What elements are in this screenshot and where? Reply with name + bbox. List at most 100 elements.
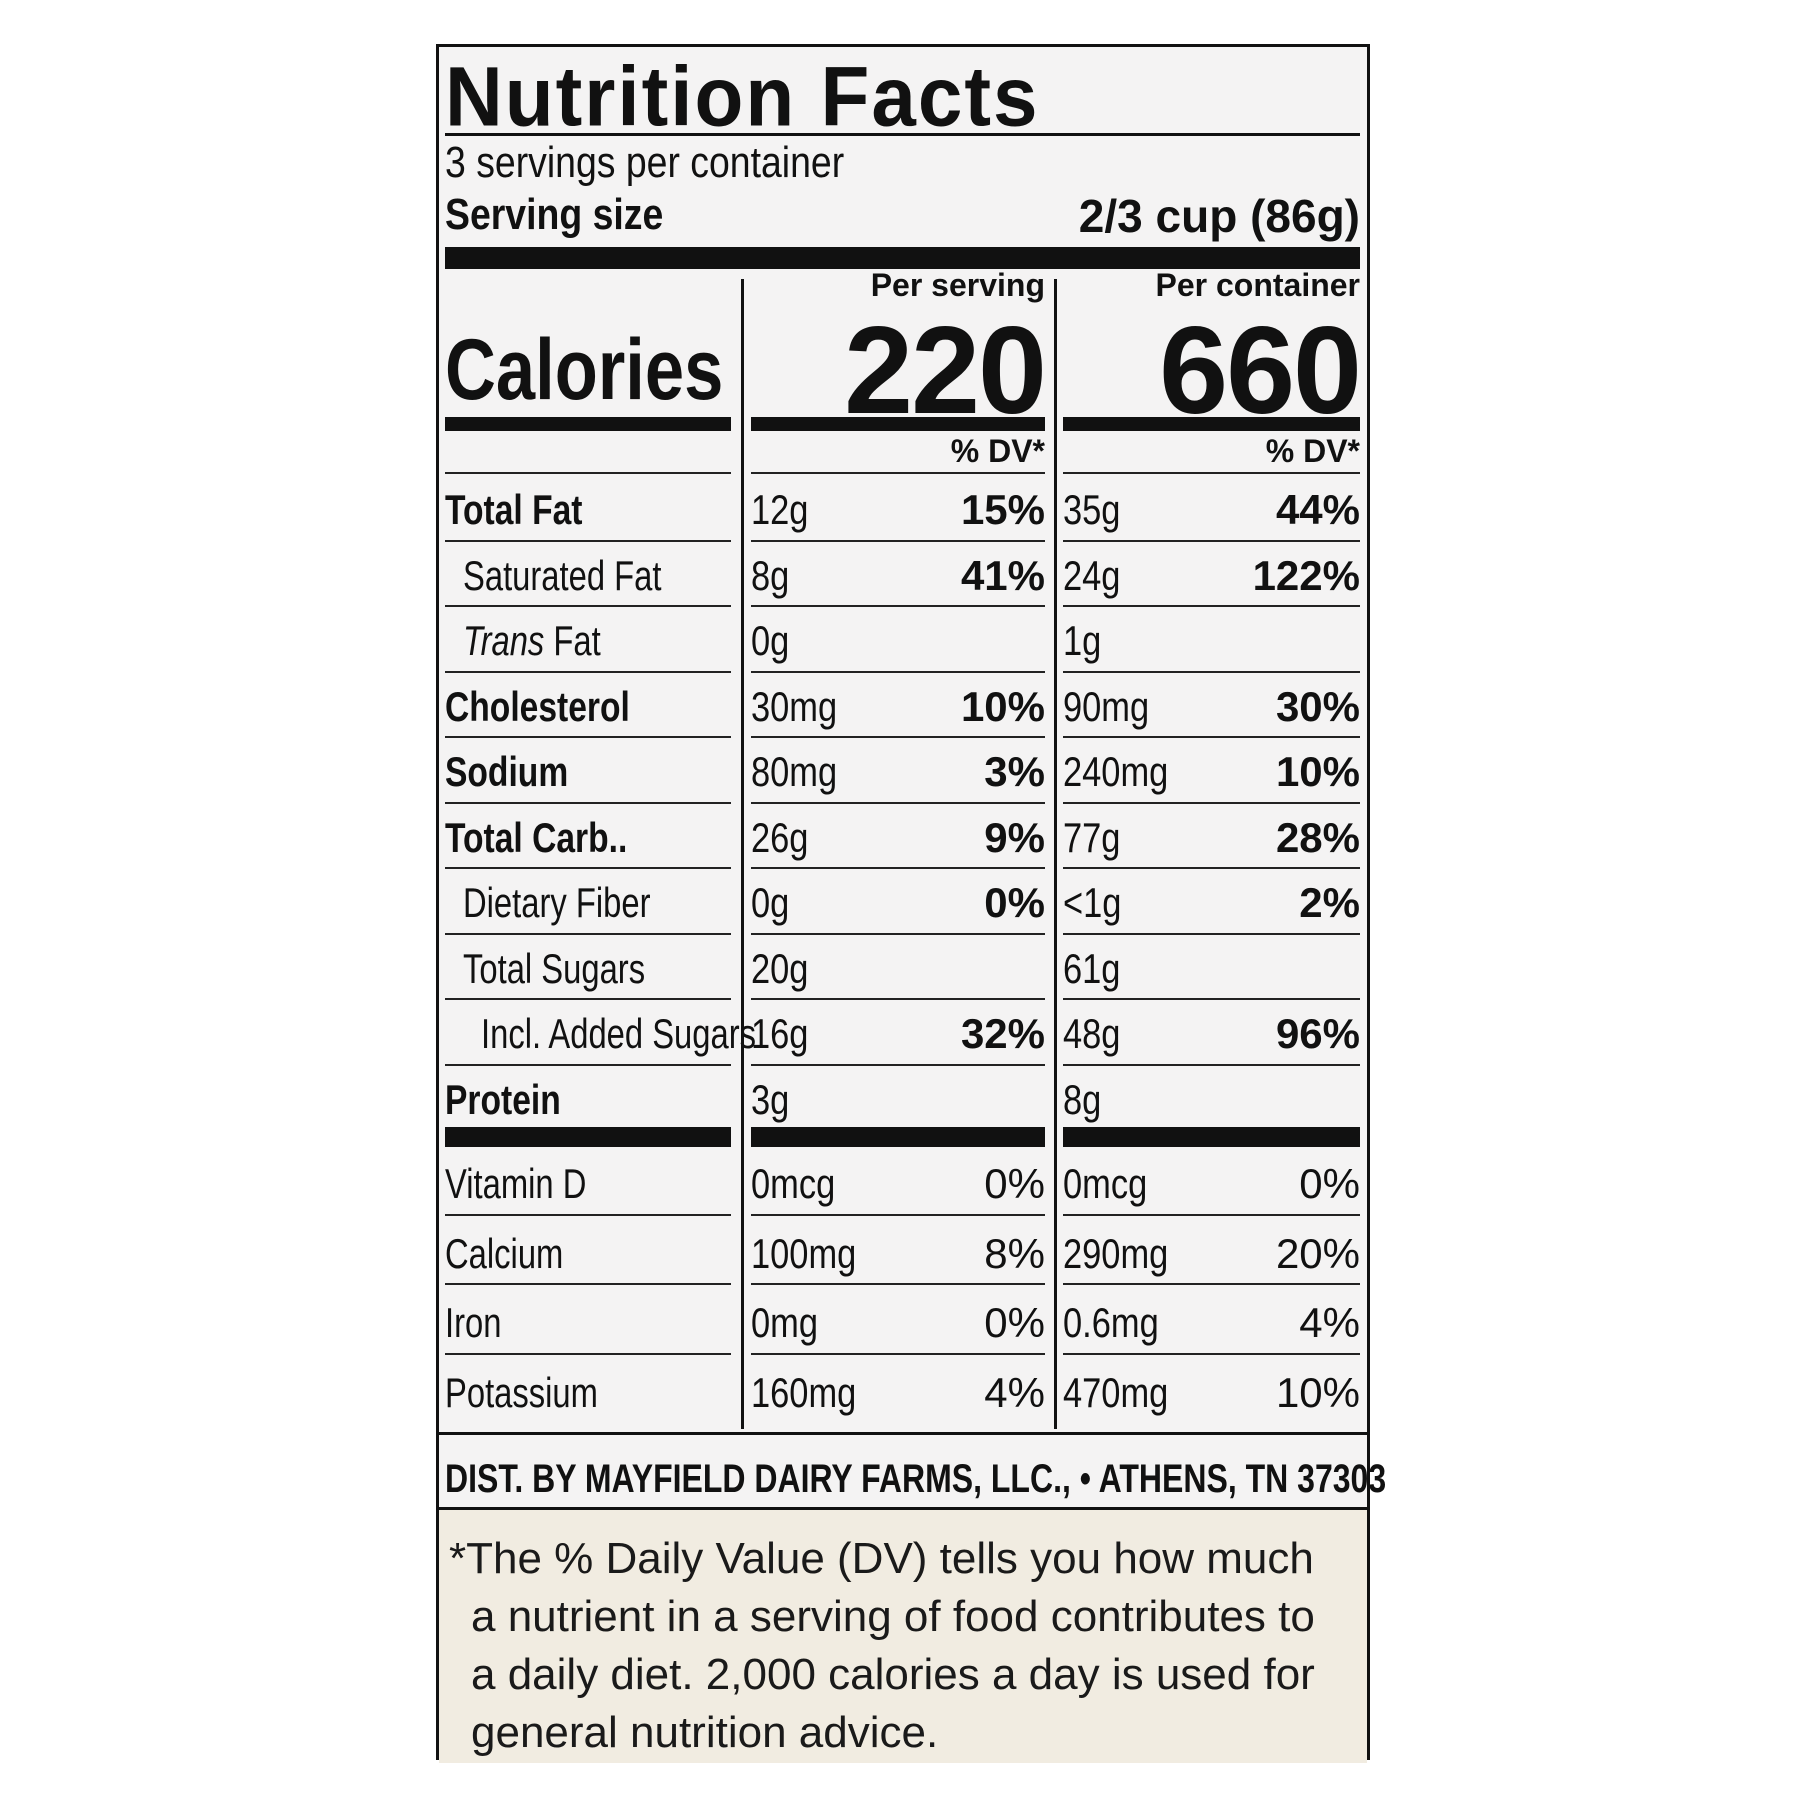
dv-header-container: % DV* bbox=[1265, 433, 1360, 469]
footnote-line: general nutrition advice. bbox=[471, 1708, 939, 1757]
row-rule bbox=[445, 1063, 731, 1066]
serving-dv: 9% bbox=[984, 813, 1045, 861]
nutrient-name: Calcium bbox=[445, 1229, 564, 1277]
container-amount: 470mg bbox=[1063, 1368, 1169, 1416]
row-rule bbox=[445, 670, 731, 673]
calories-label: Calories bbox=[445, 322, 724, 418]
row-rule bbox=[751, 539, 1045, 542]
row-rule bbox=[445, 472, 731, 474]
per-container-header: Per container bbox=[1155, 267, 1360, 303]
serving-dv: 0% bbox=[984, 879, 1045, 926]
row-rule bbox=[445, 1352, 731, 1355]
row-rule bbox=[751, 472, 1045, 474]
serving-amount: 20g bbox=[751, 944, 809, 992]
container-amount: 61g bbox=[1063, 944, 1121, 992]
nutrient-name: Iron bbox=[445, 1299, 502, 1346]
per-serving-header: Per serving bbox=[870, 267, 1045, 303]
serving-dv: 0% bbox=[984, 1299, 1045, 1346]
container-amount: 77g bbox=[1063, 813, 1121, 861]
nutrient-name: Total Carb.. bbox=[445, 813, 628, 861]
container-dv: 44% bbox=[1275, 486, 1360, 533]
dv-header-serving: % DV* bbox=[950, 433, 1045, 469]
vitamin-rule-label bbox=[445, 1127, 731, 1147]
container-amount: 90mg bbox=[1063, 682, 1150, 730]
column-divider-2 bbox=[1054, 279, 1057, 1429]
container-amount: 240mg bbox=[1063, 748, 1169, 795]
serving-amount: 12g bbox=[751, 486, 809, 533]
nutrient-name: Vitamin D bbox=[445, 1160, 587, 1207]
serving-thick-rule bbox=[445, 247, 1360, 269]
container-dv: 10% bbox=[1275, 1368, 1360, 1416]
container-amount: 48g bbox=[1063, 1010, 1121, 1057]
nutrient-name: Sodium bbox=[445, 748, 569, 795]
serving-amount: 26g bbox=[751, 813, 809, 861]
serving-size-value: 2/3 cup (86g) bbox=[1078, 190, 1360, 242]
container-dv: 4% bbox=[1299, 1299, 1360, 1346]
row-rule bbox=[751, 605, 1045, 607]
serving-dv: 15% bbox=[960, 486, 1045, 533]
servings-per-container: 3 servings per container bbox=[445, 138, 845, 187]
serving-dv: 0% bbox=[984, 1160, 1045, 1207]
serving-dv: 4% bbox=[984, 1368, 1045, 1416]
row-rule bbox=[445, 605, 731, 607]
container-amount: 24g bbox=[1063, 551, 1121, 599]
serving-amount: 0g bbox=[751, 617, 790, 664]
calories-per-serving: 220 bbox=[844, 302, 1047, 440]
vitamin-rule-serving bbox=[751, 1127, 1045, 1147]
row-rule bbox=[1063, 932, 1360, 935]
nutrient-name: Potassium bbox=[445, 1368, 598, 1416]
serving-amount: 160mg bbox=[751, 1368, 857, 1416]
serving-dv: 10% bbox=[960, 682, 1045, 730]
row-rule bbox=[445, 801, 731, 804]
footnote-line: *The % Daily Value (DV) tells you how mu… bbox=[449, 1534, 1314, 1583]
distributor-top-rule bbox=[439, 1432, 1367, 1435]
serving-amount: 8g bbox=[751, 551, 790, 599]
container-dv: 122% bbox=[1252, 551, 1360, 599]
row-rule bbox=[1063, 801, 1360, 804]
row-rule bbox=[1063, 1283, 1360, 1285]
row-rule bbox=[445, 867, 731, 869]
nutrient-name: Cholesterol bbox=[445, 682, 630, 730]
container-amount: 1g bbox=[1063, 617, 1102, 664]
nutrient-name: Total Sugars bbox=[463, 944, 646, 992]
calories-per-container: 660 bbox=[1159, 302, 1362, 440]
serving-size-label: Serving size bbox=[445, 190, 664, 239]
nutrient-name: Dietary Fiber bbox=[463, 879, 651, 926]
calories-rule-container bbox=[1063, 417, 1360, 431]
row-rule bbox=[1063, 605, 1360, 607]
serving-dv: 8% bbox=[984, 1229, 1045, 1277]
row-rule bbox=[751, 736, 1045, 738]
row-rule bbox=[1063, 472, 1360, 474]
row-rule bbox=[751, 1213, 1045, 1216]
nutrient-name: Total Fat bbox=[445, 486, 583, 533]
row-rule bbox=[1063, 867, 1360, 869]
container-dv: 30% bbox=[1275, 682, 1360, 730]
calories-rule-label bbox=[445, 417, 731, 431]
row-rule bbox=[445, 539, 731, 542]
serving-amount: 80mg bbox=[751, 748, 838, 795]
serving-amount: 3g bbox=[751, 1075, 790, 1123]
row-rule bbox=[1063, 736, 1360, 738]
footnote-text: *The % Daily Value (DV) tells you how mu… bbox=[449, 1530, 1349, 1762]
container-dv: 2% bbox=[1299, 879, 1360, 926]
container-amount: 0.6mg bbox=[1063, 1299, 1159, 1346]
container-amount: 290mg bbox=[1063, 1229, 1169, 1277]
row-rule bbox=[751, 670, 1045, 673]
calories-rule-serving bbox=[751, 417, 1045, 431]
distributor-line: DIST. BY MAYFIELD DAIRY FARMS, LLC., • A… bbox=[445, 1457, 1387, 1501]
container-amount: <1g bbox=[1063, 879, 1122, 926]
serving-amount: 30mg bbox=[751, 682, 838, 730]
label-title: Nutrition Facts bbox=[445, 49, 1040, 144]
row-rule bbox=[751, 867, 1045, 869]
container-amount: 8g bbox=[1063, 1075, 1102, 1123]
title-rule bbox=[445, 133, 1360, 136]
container-dv: 28% bbox=[1275, 813, 1360, 861]
row-rule bbox=[751, 1063, 1045, 1066]
daily-value-footnote: *The % Daily Value (DV) tells you how mu… bbox=[439, 1507, 1367, 1763]
footnote-line: a daily diet. 2,000 calories a day is us… bbox=[471, 1650, 1315, 1699]
row-rule bbox=[751, 998, 1045, 1000]
row-rule bbox=[1063, 1063, 1360, 1066]
row-rule bbox=[445, 1283, 731, 1285]
row-rule bbox=[1063, 1352, 1360, 1355]
row-rule bbox=[751, 932, 1045, 935]
